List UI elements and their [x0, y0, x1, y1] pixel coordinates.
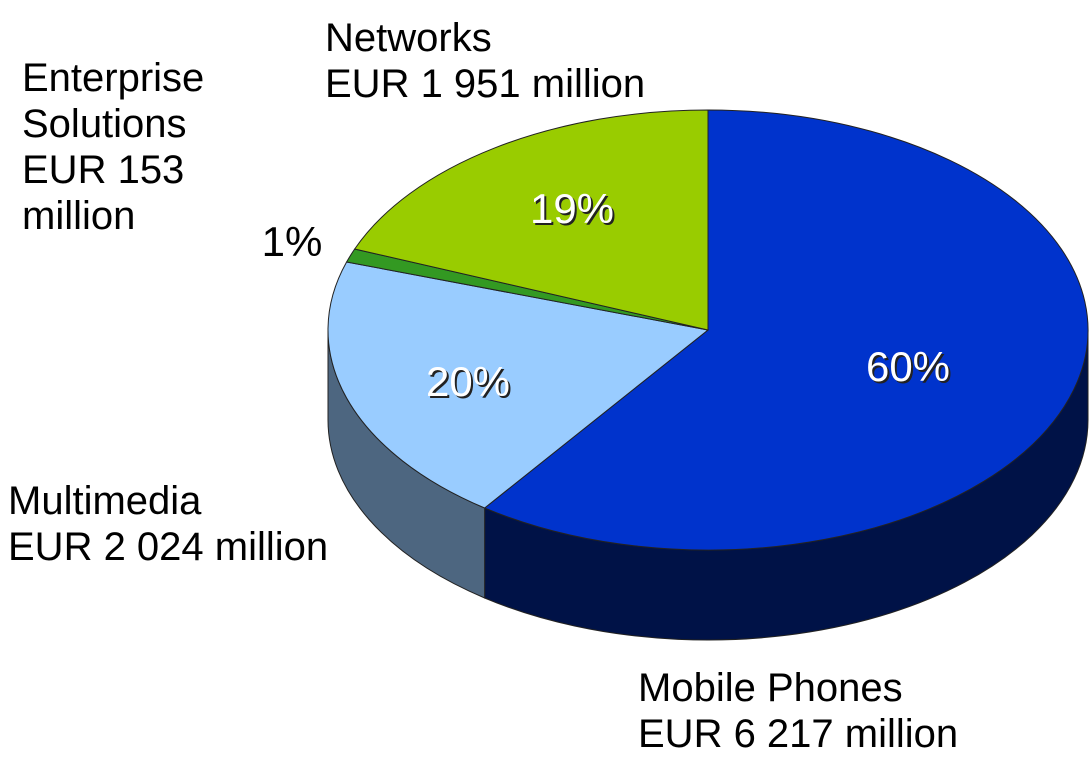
category-amount: EUR 1 951 million	[325, 62, 646, 106]
pie-slice	[483, 109, 1089, 551]
value-label: 60%	[866, 343, 950, 390]
value-label: 1%	[262, 218, 323, 265]
category-amount: EUR 153 million	[22, 148, 185, 238]
value-label: 20%	[426, 358, 510, 405]
category-name: Mobile Phones	[638, 666, 903, 710]
value-label-shadow: 19%	[532, 187, 616, 234]
value-label-shadow: 20%	[428, 360, 512, 407]
category-label: Mobile Phones EUR 6 217 million	[638, 665, 1058, 757]
pie-slice	[353, 109, 709, 331]
category-label: Networks EUR 1 951 million	[325, 15, 745, 107]
category-name: Enterprise Solutions	[22, 56, 205, 146]
category-label: Multimedia EUR 2 024 million	[8, 478, 428, 570]
value-label: 19%	[530, 185, 614, 232]
value-label-shadow: 60%	[868, 345, 952, 392]
category-amount: EUR 2 024 million	[8, 525, 329, 569]
pie-slice	[327, 261, 710, 509]
category-name: Multimedia	[8, 479, 202, 523]
category-name: Networks	[325, 16, 492, 60]
category-amount: EUR 6 217 million	[638, 712, 959, 756]
category-label: Enterprise Solutions EUR 153 million	[22, 55, 247, 239]
